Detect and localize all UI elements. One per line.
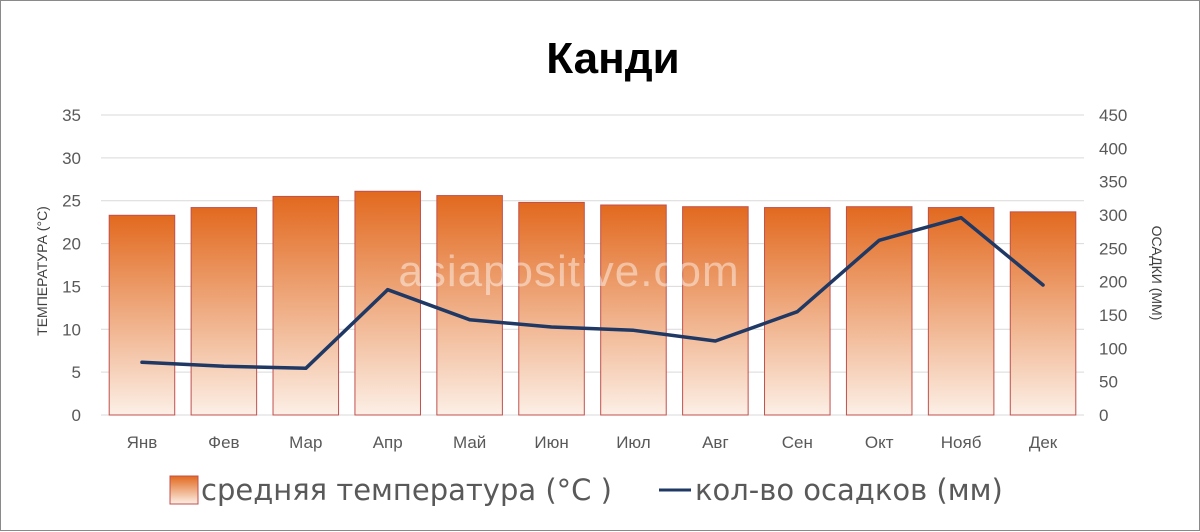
category-labels: Янв Фев Мар Апр Май Июн Июл Авг Сен Окт Нояб Дек	[127, 433, 1058, 452]
right-tick-label: 100	[1099, 339, 1127, 358]
precipitation-point	[468, 318, 472, 322]
right-tick-label: 200	[1099, 273, 1127, 292]
category-label: Дек	[1029, 433, 1058, 452]
watermark-text: asiapositive.com	[398, 247, 739, 296]
category-label: Сен	[782, 433, 813, 452]
right-tick-label: 350	[1099, 173, 1127, 192]
category-label: Апр	[373, 433, 403, 452]
left-tick-label: 5	[72, 363, 81, 382]
temperature-bar	[1009, 211, 1077, 416]
temperature-bar	[190, 207, 258, 416]
legend-bar-swatch	[169, 475, 199, 505]
right-tick-label: 250	[1099, 239, 1127, 258]
category-label: Авг	[702, 433, 729, 452]
left-tick-label: 10	[62, 320, 81, 339]
precipitation-point	[631, 328, 635, 332]
legend-temperature-label: средняя температура (°C )	[201, 473, 612, 507]
right-tick-label: 150	[1099, 306, 1127, 325]
precipitation-point	[304, 366, 308, 370]
left-tick-label: 15	[62, 277, 81, 296]
temperature-bar	[354, 190, 421, 416]
temperature-bar	[600, 204, 667, 416]
right-axis-label: ОСАДКИ (ММ)	[1149, 226, 1165, 321]
precipitation-point	[222, 364, 226, 368]
left-tick-label: 25	[62, 192, 81, 211]
precipitation-point	[1041, 283, 1045, 287]
precipitation-point	[140, 360, 144, 364]
legend-precipitation-label: кол-во осадков (мм)	[695, 473, 1003, 507]
precipitation-point	[877, 238, 881, 242]
precipitation-point	[386, 288, 390, 292]
temperature-bar	[272, 195, 340, 416]
left-tick-label: 0	[72, 406, 81, 425]
temperature-bar	[845, 206, 913, 416]
right-tick-label: 300	[1099, 206, 1127, 225]
category-label: Янв	[127, 433, 158, 452]
legend: средняя температура (°C ) кол-во осадков…	[169, 473, 1003, 507]
left-tick-label: 35	[62, 106, 81, 125]
temperature-bars	[108, 190, 1077, 416]
right-axis-ticks: 0 50 100 150 200 250 300 350 400 450	[1099, 106, 1127, 425]
left-axis-ticks: 0 5 10 15 20 25 30 35	[62, 106, 81, 425]
temperature-bar	[764, 207, 831, 416]
left-tick-label: 30	[62, 149, 81, 168]
category-label: Июл	[616, 433, 651, 452]
temperature-bar	[518, 201, 585, 416]
precipitation-point	[713, 339, 717, 343]
precipitation-point	[550, 325, 554, 329]
temperature-bar	[927, 207, 995, 416]
precipitation-point	[795, 310, 799, 314]
right-tick-label: 0	[1099, 406, 1108, 425]
category-label: Нояб	[941, 433, 982, 452]
right-tick-label: 50	[1099, 373, 1118, 392]
left-axis-label: ТЕМПЕРАТУРА (°C)	[34, 206, 50, 336]
precipitation-line	[140, 215, 1045, 371]
left-tick-label: 20	[62, 235, 81, 254]
temperature-bar	[682, 206, 749, 416]
category-label: Май	[453, 433, 486, 452]
temperature-bar	[436, 195, 503, 416]
precipitation-point	[959, 216, 963, 220]
category-label: Июн	[534, 433, 568, 452]
category-label: Фев	[208, 433, 239, 452]
temperature-bar	[108, 214, 176, 416]
category-label: Окт	[865, 433, 894, 452]
right-tick-label: 450	[1099, 106, 1127, 125]
category-label: Мар	[289, 433, 322, 452]
right-tick-label: 400	[1099, 139, 1127, 158]
precipitation-line-layer	[140, 215, 1045, 371]
chart-title: Канди	[546, 34, 679, 83]
